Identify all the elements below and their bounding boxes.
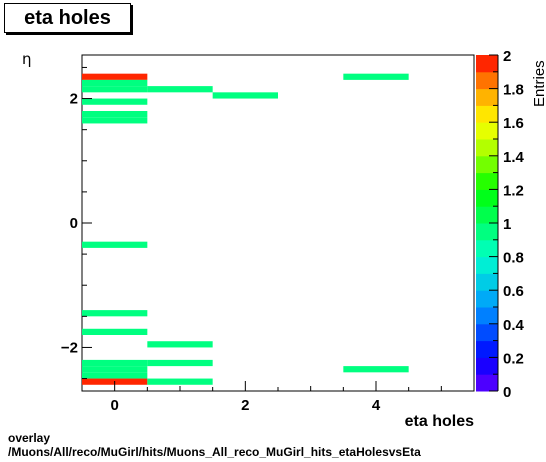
palette-band bbox=[476, 223, 498, 241]
palette-band bbox=[476, 206, 498, 224]
footer-histogram-path: /Muons/All/reco/MuGirl/hits/Muons_All_re… bbox=[8, 445, 421, 459]
palette-band bbox=[476, 357, 498, 375]
palette-band bbox=[476, 239, 498, 258]
palette-band bbox=[476, 139, 498, 157]
y-tick-label: 2 bbox=[70, 91, 78, 108]
heatmap-cell bbox=[82, 372, 148, 379]
heatmap-cell bbox=[147, 359, 213, 367]
palette-band bbox=[476, 307, 498, 325]
palette-band bbox=[476, 105, 498, 123]
palette-band bbox=[476, 273, 498, 291]
heatmap-cell bbox=[82, 73, 148, 80]
chart-title: eta holes bbox=[4, 3, 131, 33]
footer-overlay-label: overlay bbox=[8, 431, 51, 445]
palette-band bbox=[476, 340, 498, 358]
z-tick-label: 0.4 bbox=[503, 317, 525, 334]
x-tick-label: 0 bbox=[110, 397, 118, 414]
y-tick-label: 0 bbox=[70, 215, 78, 232]
x-axis-label: eta holes bbox=[405, 413, 474, 430]
heatmap-cell bbox=[82, 328, 148, 335]
y-axis-label: η bbox=[22, 50, 32, 68]
heatmap-cell bbox=[82, 86, 148, 93]
z-tick-label: 1.4 bbox=[503, 149, 525, 166]
palette-band bbox=[476, 55, 498, 73]
heatmap-cell bbox=[82, 310, 148, 317]
palette-band bbox=[476, 155, 498, 174]
z-axis-label: Entries bbox=[531, 60, 546, 107]
palette-band bbox=[476, 88, 498, 106]
x-tick-label: 4 bbox=[372, 397, 381, 414]
z-tick-label: 0.2 bbox=[503, 350, 524, 367]
heatmap-cell bbox=[82, 359, 148, 367]
palette-band bbox=[476, 71, 498, 90]
palette-band bbox=[476, 323, 498, 342]
palette-band bbox=[476, 122, 498, 140]
heatmap-cell bbox=[147, 341, 213, 348]
palette-band bbox=[476, 172, 498, 190]
z-tick-label: 1 bbox=[503, 216, 511, 233]
heatmap-cell bbox=[343, 366, 409, 373]
z-tick-label: 1.8 bbox=[503, 82, 524, 99]
z-tick-label: 0.6 bbox=[503, 283, 524, 300]
heatmap-cell bbox=[82, 98, 148, 105]
palette-band bbox=[476, 374, 498, 392]
heatmap-cell bbox=[343, 73, 409, 80]
z-tick-label: 0.8 bbox=[503, 250, 524, 267]
heatmap-cell bbox=[147, 378, 213, 385]
plot-frame bbox=[81, 54, 475, 392]
z-tick-label: 0 bbox=[503, 384, 511, 401]
z-tick-label: 2 bbox=[503, 48, 511, 65]
palette-band bbox=[476, 189, 498, 207]
x-tick-label: 2 bbox=[241, 397, 249, 414]
y-tick-label: −2 bbox=[61, 339, 78, 356]
palette-band bbox=[476, 290, 498, 308]
heatmap-cell bbox=[82, 366, 148, 373]
heatmap-cell bbox=[82, 111, 148, 118]
heatmap-cell bbox=[212, 92, 278, 99]
palette-band bbox=[476, 256, 498, 274]
z-tick-label: 1.2 bbox=[503, 182, 524, 199]
z-tick-label: 1.6 bbox=[503, 115, 524, 132]
heatmap-cell bbox=[82, 117, 148, 124]
heatmap-cell bbox=[82, 79, 148, 87]
heatmap-cell bbox=[147, 86, 213, 93]
heatmap-cell bbox=[82, 241, 148, 248]
